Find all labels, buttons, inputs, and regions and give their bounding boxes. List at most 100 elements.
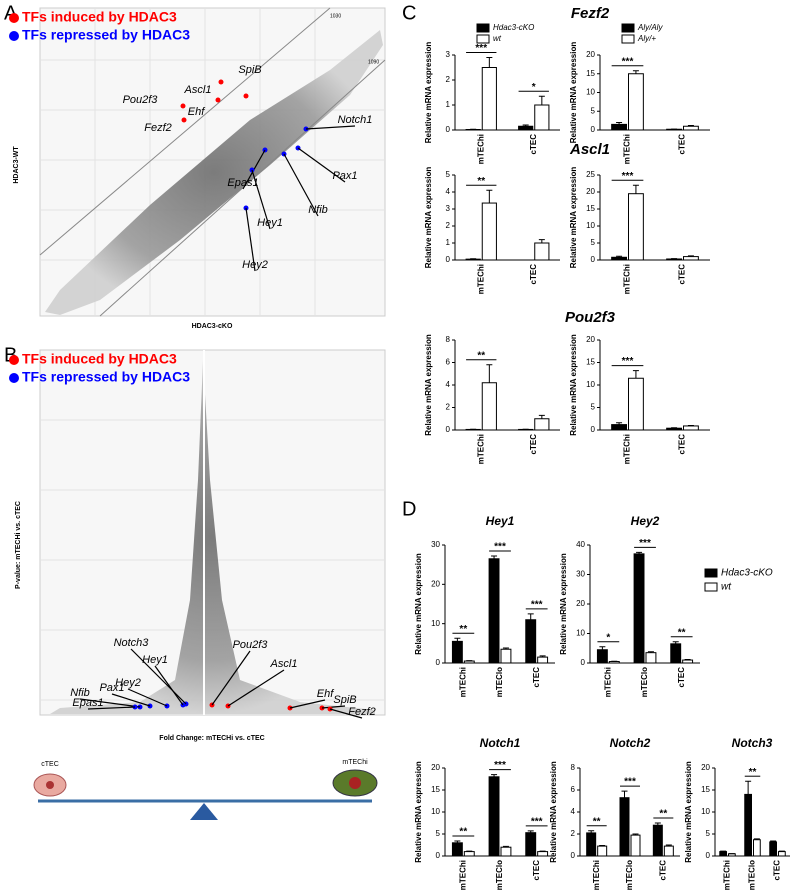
bar <box>538 657 548 663</box>
y-axis-label: Relative mRNA expression <box>684 761 693 863</box>
x-tick-label: cTEC <box>532 667 541 688</box>
y-tick-label: 15 <box>586 69 595 78</box>
y-tick-label: 10 <box>586 88 595 97</box>
cell-label: mTEChi <box>342 759 368 766</box>
y-axis-label: Relative mRNA expression <box>569 167 578 269</box>
error-bar <box>745 781 751 794</box>
bar <box>535 243 549 260</box>
significance-label: *** <box>494 542 506 553</box>
bar <box>526 620 536 663</box>
x-tick-label: mTEChi <box>623 134 632 164</box>
y-tick-label: 20 <box>586 50 595 59</box>
bar <box>501 649 511 663</box>
bar <box>535 419 549 430</box>
annotation-label: Ascl1 <box>184 84 212 96</box>
x-tick-label: mTEChi <box>623 434 632 464</box>
bar <box>535 105 549 130</box>
annotation-label: Nfib <box>308 204 328 216</box>
significance-label: *** <box>475 43 487 54</box>
bar <box>684 426 699 430</box>
annotation-label: Epas1 <box>72 697 103 709</box>
y-tick-label: 5 <box>591 403 596 412</box>
significance-label: ** <box>678 627 686 638</box>
y-tick-label: 0 <box>591 425 596 434</box>
legend-label: TFs induced by HDAC3 <box>22 9 177 25</box>
y-tick-label: 20 <box>431 579 440 588</box>
bar <box>629 378 644 430</box>
annotation-label: Notch3 <box>114 637 150 649</box>
y-tick-label: 0 <box>436 658 441 667</box>
bar <box>664 846 673 856</box>
annotation-label: Pou2f3 <box>123 94 159 106</box>
chart-title: Notch3 <box>732 736 773 750</box>
bar <box>684 126 699 130</box>
y-tick-label: 0 <box>446 425 451 434</box>
annotation-label: Pax1 <box>332 170 357 182</box>
y-tick-label: 2 <box>446 403 451 412</box>
y-tick-label: 1 <box>446 100 451 109</box>
y-axis-label: HDAC3-WT <box>13 146 20 184</box>
x-tick-label: cTEC <box>678 434 687 455</box>
x-tick-label: cTEC <box>773 860 782 881</box>
bar <box>634 554 644 663</box>
chart-title: Ascl1 <box>569 141 610 158</box>
bar <box>482 68 496 131</box>
bar <box>452 843 462 856</box>
legend-swatch <box>477 35 489 43</box>
significance-label: *** <box>531 817 543 828</box>
error-bar <box>622 791 628 798</box>
x-tick-label: cTEC <box>658 860 667 881</box>
y-tick-label: 0 <box>446 125 451 134</box>
y-axis-label: P-value: mTECHi vs. cTEC <box>15 501 22 589</box>
y-tick-label: 20 <box>701 763 710 772</box>
x-tick-label: mTEChi <box>592 860 601 890</box>
legend-marker <box>9 373 19 383</box>
x-tick-label: mTEChi <box>458 860 467 890</box>
y-tick-label: 10 <box>576 629 585 638</box>
annotation-label: Ehf <box>188 106 205 118</box>
bar <box>779 852 786 856</box>
legend-swatch <box>705 569 717 577</box>
y-tick-label: 2 <box>571 829 576 838</box>
significance-label: ** <box>749 767 757 778</box>
error-bar <box>539 240 545 243</box>
y-tick-label: 5 <box>591 106 596 115</box>
x-tick-label: mTEChi <box>603 667 612 697</box>
legend-label: TFs repressed by HDAC3 <box>22 369 190 385</box>
highlight-point <box>244 94 249 99</box>
x-tick-label: cTEC <box>677 667 686 688</box>
bar <box>489 777 499 856</box>
y-tick-label: 0 <box>581 658 586 667</box>
y-tick-label: 15 <box>586 204 595 213</box>
highlight-point <box>219 80 224 85</box>
x-tick-label: mTEClo <box>495 860 504 890</box>
chart-title: Notch2 <box>610 736 651 750</box>
bar <box>612 124 627 130</box>
y-axis-label: Relative mRNA expression <box>549 761 558 863</box>
x-axis-label: Fold Change: mTECHi vs. cTEC <box>159 735 264 742</box>
error-bar <box>633 185 639 194</box>
significance-label: * <box>606 632 610 643</box>
y-tick-label: 40 <box>576 540 585 549</box>
bar <box>609 662 619 663</box>
error-bar <box>486 365 492 383</box>
significance-label: ** <box>659 809 667 820</box>
legend-label: Aly/Aly <box>637 23 663 32</box>
bar <box>526 833 536 856</box>
chart-title: Notch1 <box>480 736 521 750</box>
highlight-point <box>182 118 187 123</box>
y-tick-label: 5 <box>436 829 441 838</box>
bar <box>667 428 682 430</box>
error-bar <box>486 58 492 68</box>
significance-label: *** <box>622 356 634 367</box>
annotation-label: Epas1 <box>227 177 258 189</box>
legend-label: TFs induced by HDAC3 <box>22 351 177 367</box>
significance-label: * <box>532 82 536 93</box>
bar <box>671 644 681 663</box>
x-tick-label: cTEC <box>529 134 538 155</box>
y-tick-label: 10 <box>701 807 710 816</box>
error-bar <box>539 415 545 418</box>
x-tick-label: mTEClo <box>748 860 757 890</box>
balance-cartoon <box>34 770 377 820</box>
legend-swatch <box>622 24 634 32</box>
